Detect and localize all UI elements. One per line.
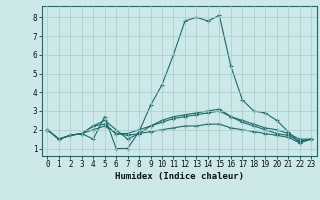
X-axis label: Humidex (Indice chaleur): Humidex (Indice chaleur) bbox=[115, 172, 244, 181]
